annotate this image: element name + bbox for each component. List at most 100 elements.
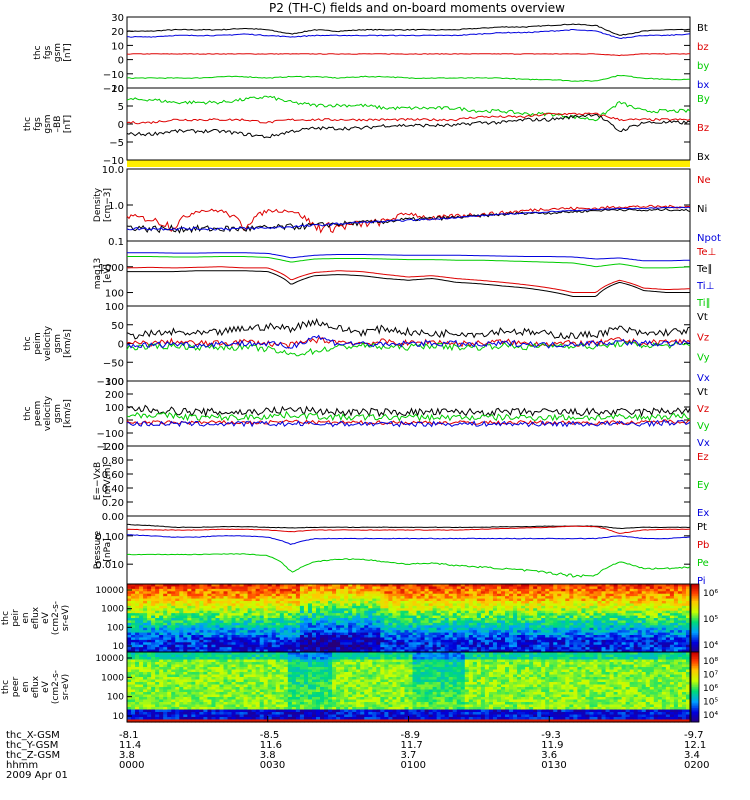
heatmap-cell	[287, 649, 293, 653]
heatmap-cell	[657, 620, 663, 624]
y-tick-label: 100	[105, 289, 124, 300]
heatmap-cell	[665, 627, 671, 631]
heatmap-cell	[159, 584, 164, 588]
heatmap-cell	[131, 596, 136, 600]
heatmap-cell	[500, 630, 506, 634]
heatmap-cell	[533, 625, 538, 629]
heatmap-cell	[424, 635, 430, 639]
heatmap-cell	[135, 647, 140, 651]
heatmap-cell	[155, 642, 160, 646]
heatmap-cell	[279, 584, 285, 588]
heatmap-cell	[231, 618, 237, 622]
heatmap-cell	[364, 586, 369, 590]
heatmap-cell	[424, 637, 430, 641]
heatmap-cell	[239, 615, 245, 619]
heatmap-cell	[444, 625, 450, 629]
heatmap-cell	[255, 603, 261, 607]
heatmap-cell	[444, 596, 450, 600]
heatmap-cell	[235, 632, 241, 636]
heatmap-cell	[525, 603, 530, 607]
heatmap-cell	[480, 649, 486, 653]
heatmap-cell	[356, 608, 361, 612]
heatmap-cell	[577, 644, 583, 648]
heatmap-cell	[203, 586, 209, 590]
heatmap-cell	[641, 625, 647, 629]
heatmap-cell	[677, 622, 683, 626]
heatmap-cell	[303, 593, 309, 597]
heatmap-cell	[175, 712, 180, 716]
heatmap-cell	[669, 591, 675, 595]
heatmap-cell	[605, 591, 611, 595]
heatmap-cell	[135, 632, 140, 636]
heatmap-cell	[307, 608, 313, 612]
panel-5: thc peim velocity gsm [km/s]100500−50−100VtV…	[23, 302, 710, 388]
heatmap-cell	[191, 586, 196, 590]
heatmap-cell	[436, 591, 442, 595]
heatmap-cell	[231, 717, 237, 721]
heatmap-cell	[171, 620, 176, 624]
heatmap-cell	[235, 694, 241, 698]
heatmap-cell	[661, 625, 667, 629]
heatmap-cell	[139, 613, 144, 617]
heatmap-cell	[452, 603, 458, 607]
heatmap-cell	[436, 601, 442, 605]
heatmap-cell	[521, 620, 526, 624]
heatmap-cell	[316, 605, 321, 609]
heatmap-cell	[537, 630, 542, 634]
heatmap-cell	[517, 593, 522, 597]
heatmap-cell	[259, 647, 265, 651]
heatmap-cell	[151, 659, 156, 663]
heatmap-cell	[303, 596, 309, 600]
heatmap-cell	[147, 667, 152, 671]
heatmap-cell	[637, 627, 643, 631]
heatmap-cell	[255, 647, 261, 651]
heatmap-cell	[557, 618, 562, 622]
heatmap-cell	[263, 625, 269, 629]
heatmap-cell	[513, 649, 518, 653]
heatmap-cell	[641, 635, 647, 639]
heatmap-cell	[521, 586, 526, 590]
heatmap-cell	[472, 637, 478, 641]
heatmap-cell	[404, 635, 410, 639]
heatmap-cell	[653, 639, 659, 643]
heatmap-cell	[275, 605, 281, 609]
heatmap-cell	[468, 610, 474, 614]
heatmap-cell	[127, 692, 132, 696]
colorbar-cell	[691, 584, 699, 587]
heatmap-cell	[476, 591, 482, 595]
heatmap-cell	[657, 601, 663, 605]
y-tick-label: 0	[118, 56, 124, 67]
heatmap-cell	[295, 644, 301, 648]
heatmap-cell	[171, 627, 176, 631]
heatmap-cell	[147, 596, 152, 600]
heatmap-cell	[364, 598, 369, 602]
heatmap-cell	[183, 637, 188, 641]
heatmap-cell	[199, 642, 205, 646]
heatmap-cell	[211, 667, 217, 671]
heatmap-cell	[432, 622, 438, 626]
heatmap-cell	[352, 605, 357, 609]
heatmap-cell	[352, 637, 357, 641]
heatmap-cell	[452, 618, 458, 622]
heatmap-cell	[356, 593, 361, 597]
heatmap-cell	[191, 593, 196, 597]
heatmap-cell	[243, 598, 249, 602]
heatmap-cell	[360, 596, 365, 600]
heatmap-cell	[239, 620, 245, 624]
heatmap-cell	[215, 603, 221, 607]
heatmap-cell	[127, 689, 132, 693]
heatmap-cell	[324, 639, 329, 643]
heatmap-cell	[625, 627, 631, 631]
heatmap-cell	[521, 605, 526, 609]
heatmap-cell	[525, 627, 530, 631]
heatmap-cell	[203, 632, 209, 636]
heatmap-cell	[685, 625, 691, 629]
heatmap-cell	[364, 635, 369, 639]
heatmap-cell	[649, 598, 655, 602]
heatmap-cell	[195, 637, 200, 641]
heatmap-cell	[211, 625, 217, 629]
heatmap-cell	[259, 637, 265, 641]
heatmap-cell	[368, 649, 373, 653]
heatmap-cell	[223, 588, 229, 592]
heatmap-cell	[195, 712, 200, 716]
